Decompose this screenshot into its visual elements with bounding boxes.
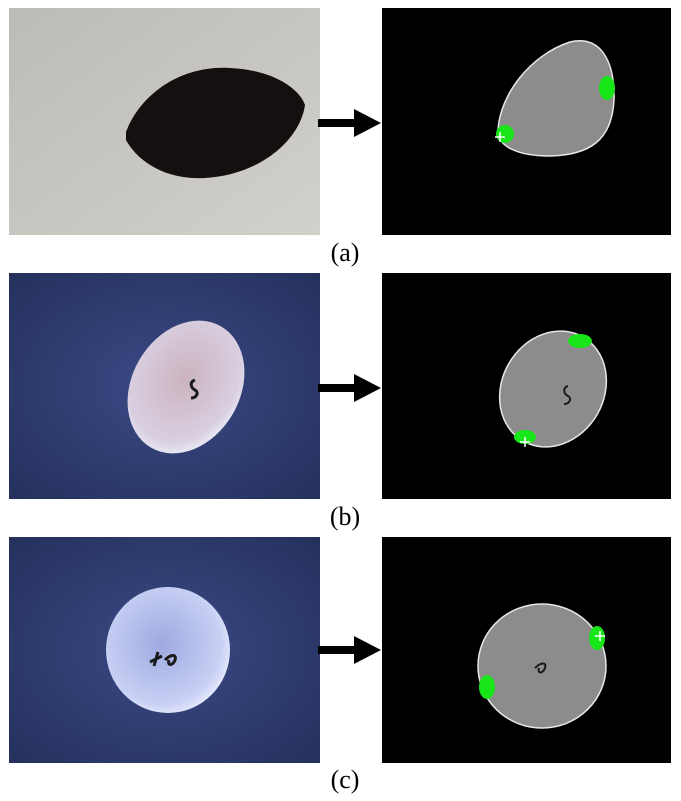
keypoint-region [599, 76, 615, 100]
arrow-head [354, 636, 381, 664]
panel-label: (c) [331, 765, 360, 794]
arrow [318, 374, 381, 402]
seed [106, 587, 230, 713]
page: html, body { margin: 0; padding: 0; back… [0, 0, 681, 801]
arrow-shaft [318, 646, 356, 654]
keypoint-region [479, 675, 495, 699]
arrow-head [354, 374, 381, 402]
figure: (a) (b) (c) [0, 0, 681, 801]
page-body: {"panels": [{"label": "(a)"}, {"label": … [0, 0, 681, 801]
keypoint-region [589, 626, 605, 650]
arrow [318, 636, 381, 664]
arrow-shaft [318, 119, 356, 127]
arrow-shaft [318, 384, 356, 392]
keypoint-region [568, 334, 592, 348]
seed-mask [478, 604, 606, 728]
panel-label: (a) [331, 238, 360, 267]
arrow-head [354, 109, 381, 137]
keypoint-region [496, 125, 514, 143]
panel-label: (b) [330, 502, 360, 531]
arrow [318, 109, 381, 137]
